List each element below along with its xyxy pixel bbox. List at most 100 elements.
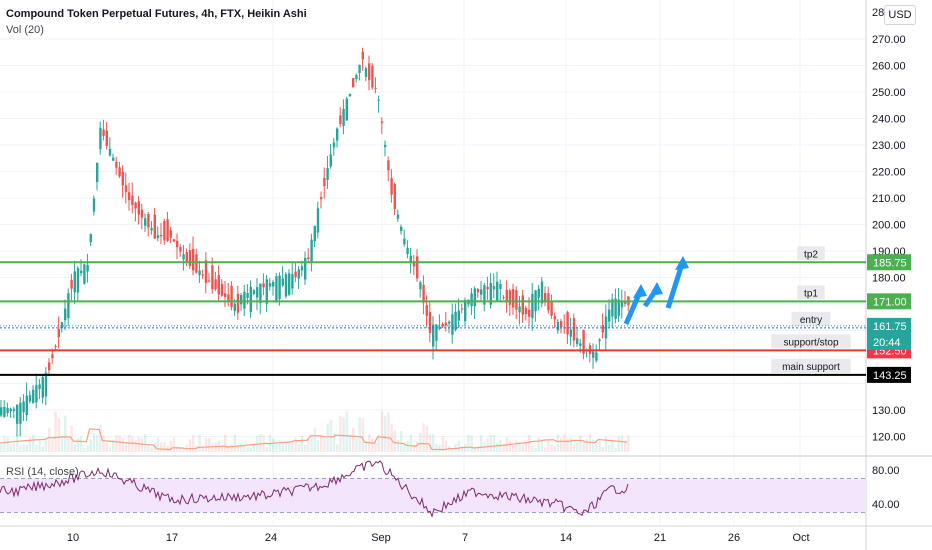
volume-bar bbox=[67, 439, 70, 452]
volume-bar bbox=[352, 427, 355, 452]
volume-bar bbox=[563, 434, 566, 452]
price-axis[interactable]: 280270.00260.00250.00240.00230.00220.002… bbox=[0, 7, 911, 444]
volume-bar bbox=[16, 434, 19, 452]
volume-bar bbox=[480, 435, 483, 452]
volume-bar bbox=[390, 423, 393, 452]
candle bbox=[624, 301, 627, 304]
time-axis-label: Oct bbox=[792, 532, 809, 544]
volume-bar bbox=[473, 446, 476, 452]
volume-bar bbox=[320, 434, 323, 452]
volume-bar bbox=[137, 437, 140, 452]
candle bbox=[473, 288, 476, 307]
candle bbox=[51, 354, 54, 359]
candle bbox=[342, 108, 345, 126]
candle bbox=[105, 130, 108, 146]
candle bbox=[60, 322, 64, 329]
candle bbox=[137, 201, 140, 215]
candle bbox=[268, 283, 272, 287]
candle bbox=[422, 284, 425, 303]
candle bbox=[134, 202, 137, 209]
candle bbox=[508, 290, 512, 305]
candle bbox=[579, 343, 582, 346]
candle bbox=[112, 157, 115, 161]
candle bbox=[224, 293, 227, 297]
candle bbox=[83, 264, 86, 284]
candle bbox=[326, 168, 329, 180]
level-label-tp1: tp1 bbox=[804, 288, 818, 299]
volume-bar bbox=[419, 433, 422, 452]
volume-bar bbox=[384, 415, 387, 452]
volume-bar bbox=[524, 442, 528, 452]
volume-bar bbox=[345, 411, 348, 452]
volume-bar bbox=[537, 437, 540, 452]
volume-bar bbox=[230, 444, 233, 452]
volume-bar bbox=[96, 434, 99, 452]
price-tp2-tag: 185.75 bbox=[873, 257, 907, 269]
candle bbox=[252, 290, 256, 295]
volume-bar bbox=[425, 426, 428, 452]
projection-arrow-head bbox=[649, 282, 663, 296]
volume-bars bbox=[0, 411, 630, 452]
volume-bar bbox=[54, 411, 57, 452]
candle bbox=[131, 195, 134, 206]
candle bbox=[22, 401, 25, 413]
price-main-support-tag: 143.25 bbox=[873, 370, 907, 382]
volume-bar bbox=[492, 434, 496, 452]
candle bbox=[108, 148, 112, 156]
price-tp2-tag-bg bbox=[867, 254, 911, 271]
volume-bar bbox=[371, 438, 374, 452]
candle bbox=[12, 408, 16, 411]
candle bbox=[278, 275, 281, 299]
volume-bar bbox=[188, 439, 192, 452]
volume-bar bbox=[457, 440, 460, 452]
price-main-support-tag-bg bbox=[867, 366, 911, 383]
candle bbox=[54, 345, 57, 347]
volume-bar bbox=[12, 441, 16, 452]
volume-bar bbox=[627, 435, 630, 452]
candle bbox=[204, 260, 208, 283]
volume-bar bbox=[275, 443, 278, 452]
volume-bar bbox=[601, 447, 604, 452]
volume-bar bbox=[233, 434, 236, 452]
candle bbox=[236, 293, 240, 313]
candle bbox=[569, 329, 572, 337]
candle bbox=[140, 209, 144, 218]
currency-button[interactable]: USD bbox=[884, 5, 916, 25]
volume-bar bbox=[409, 434, 412, 452]
volume-bar bbox=[566, 438, 569, 452]
chart-title: Compound Token Perpetual Futures, 4h, FT… bbox=[6, 8, 307, 20]
time-axis[interactable]: 10 17 24 Sep 7 14 21 26 Oct bbox=[0, 525, 932, 544]
time-axis-label: 24 bbox=[265, 532, 277, 544]
volume-bar bbox=[422, 423, 425, 452]
candle bbox=[89, 234, 92, 243]
volume-bar bbox=[25, 444, 28, 452]
volume-bar bbox=[454, 443, 457, 452]
candle bbox=[550, 301, 553, 316]
candle bbox=[80, 270, 83, 274]
volume-bar bbox=[115, 435, 118, 452]
volume-bar bbox=[57, 418, 60, 452]
axis-tick: 130.00 bbox=[872, 405, 906, 417]
candle bbox=[179, 247, 182, 252]
level-label-bg-tp2 bbox=[797, 246, 825, 261]
candle bbox=[28, 395, 32, 402]
volume-bar bbox=[246, 446, 249, 452]
volume-bar bbox=[294, 437, 297, 452]
current-price-tag-bg bbox=[867, 317, 911, 334]
volume-bar bbox=[156, 437, 160, 452]
candle bbox=[156, 235, 160, 239]
volume-bar bbox=[515, 440, 518, 452]
level-lines[interactable]: tp2 tp1 entry support/stop main support bbox=[0, 246, 866, 376]
volume-bar bbox=[86, 445, 89, 452]
volume-bar bbox=[620, 435, 624, 452]
candle bbox=[432, 324, 435, 347]
volume-bar bbox=[179, 447, 182, 452]
candle bbox=[233, 303, 236, 312]
volume-bar bbox=[361, 417, 364, 452]
volume-bar bbox=[288, 442, 291, 452]
candle bbox=[169, 230, 172, 238]
volume-bar bbox=[0, 444, 3, 452]
volume-bar bbox=[569, 437, 572, 452]
axis-tick: 270.00 bbox=[872, 34, 906, 46]
